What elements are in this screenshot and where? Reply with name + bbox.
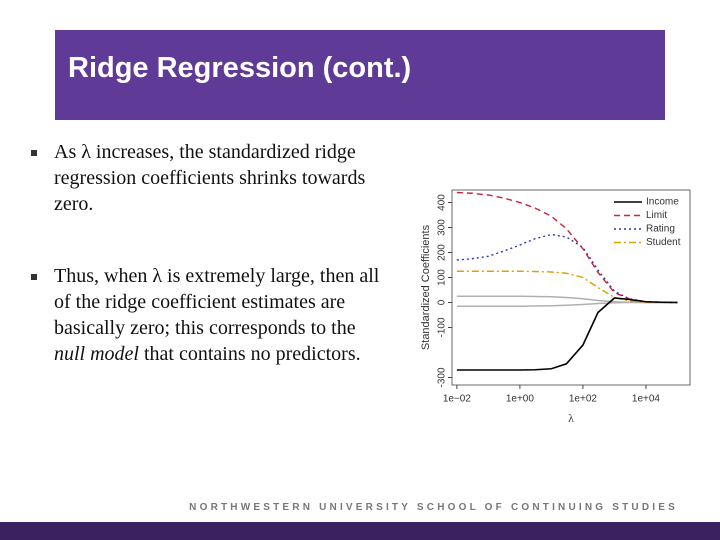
y-tick-label: 400 [437,194,448,211]
x-tick-label: 1e+04 [632,394,661,405]
bullet-marker [31,274,37,280]
legend-label: Limit [646,210,667,221]
x-tick-label: 1e+00 [506,394,535,405]
bullet-text: Thus, when λ is extremely large, then al… [54,263,384,367]
series-line [456,270,678,304]
bullet-run: that contains no predictors. [139,343,361,365]
y-tick-label: 300 [437,219,448,236]
bullet-text: As λ increases, the standardized ridge r… [54,139,384,217]
footer-band [0,522,720,540]
y-tick-label: -300 [437,367,448,387]
y-tick-label: 0 [437,299,448,305]
bullet-marker [31,150,37,156]
header-band: Ridge Regression (cont.) [55,30,665,120]
y-axis-label: Standardized Coefficients [420,224,432,350]
legend-label: Rating [646,224,675,235]
bullet-run: Thus, when λ is extremely large, then al… [54,265,380,339]
bullet-emphasis: null model [54,343,139,365]
bullet-run: As λ increases, the standardized ridge r… [54,141,366,215]
series-line [456,233,678,304]
y-tick-label: -100 [437,317,448,337]
x-tick-label: 1e+02 [569,394,598,405]
x-axis-label: λ [568,411,574,425]
series-line [456,191,678,304]
legend-label: Income [646,197,679,208]
y-tick-label: 200 [437,244,448,261]
x-tick-label: 1e−02 [443,394,472,405]
slide-title: Ridge Regression (cont.) [68,52,412,84]
y-tick-label: 100 [437,269,448,286]
series-line [456,297,678,371]
plot-frame [451,189,691,386]
footer-text: NORTHWESTERN UNIVERSITY SCHOOL OF CONTIN… [189,502,678,513]
legend-label: Student [646,237,681,248]
